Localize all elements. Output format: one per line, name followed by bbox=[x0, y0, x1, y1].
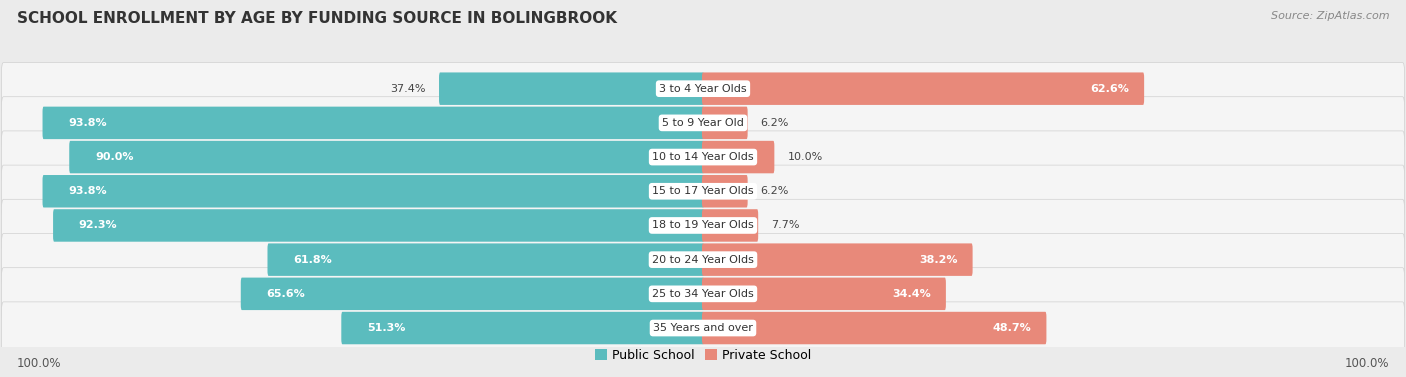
Text: 92.3%: 92.3% bbox=[79, 221, 117, 230]
Text: 7.7%: 7.7% bbox=[772, 221, 800, 230]
FancyBboxPatch shape bbox=[1, 97, 1405, 149]
FancyBboxPatch shape bbox=[702, 277, 946, 310]
Text: 18 to 19 Year Olds: 18 to 19 Year Olds bbox=[652, 221, 754, 230]
FancyBboxPatch shape bbox=[702, 141, 775, 173]
Text: 51.3%: 51.3% bbox=[367, 323, 405, 333]
Text: 15 to 17 Year Olds: 15 to 17 Year Olds bbox=[652, 186, 754, 196]
FancyBboxPatch shape bbox=[1, 131, 1405, 183]
FancyBboxPatch shape bbox=[1, 233, 1405, 286]
FancyBboxPatch shape bbox=[702, 209, 758, 242]
Text: SCHOOL ENROLLMENT BY AGE BY FUNDING SOURCE IN BOLINGBROOK: SCHOOL ENROLLMENT BY AGE BY FUNDING SOUR… bbox=[17, 11, 617, 26]
FancyBboxPatch shape bbox=[702, 312, 1046, 344]
FancyBboxPatch shape bbox=[439, 72, 704, 105]
Text: 100.0%: 100.0% bbox=[1344, 357, 1389, 370]
Text: 100.0%: 100.0% bbox=[17, 357, 62, 370]
FancyBboxPatch shape bbox=[1, 302, 1405, 354]
Text: 5 to 9 Year Old: 5 to 9 Year Old bbox=[662, 118, 744, 128]
FancyBboxPatch shape bbox=[702, 244, 973, 276]
Legend: Public School, Private School: Public School, Private School bbox=[589, 344, 817, 367]
Text: 90.0%: 90.0% bbox=[94, 152, 134, 162]
FancyBboxPatch shape bbox=[42, 175, 704, 207]
Text: 37.4%: 37.4% bbox=[391, 84, 426, 93]
FancyBboxPatch shape bbox=[1, 63, 1405, 115]
FancyBboxPatch shape bbox=[702, 72, 1144, 105]
FancyBboxPatch shape bbox=[1, 268, 1405, 320]
Text: 6.2%: 6.2% bbox=[761, 186, 789, 196]
FancyBboxPatch shape bbox=[342, 312, 704, 344]
Text: 65.6%: 65.6% bbox=[267, 289, 305, 299]
Text: 93.8%: 93.8% bbox=[69, 186, 107, 196]
Text: 35 Years and over: 35 Years and over bbox=[652, 323, 754, 333]
FancyBboxPatch shape bbox=[1, 199, 1405, 251]
Text: 48.7%: 48.7% bbox=[993, 323, 1032, 333]
Text: 25 to 34 Year Olds: 25 to 34 Year Olds bbox=[652, 289, 754, 299]
Text: 38.2%: 38.2% bbox=[920, 254, 957, 265]
FancyBboxPatch shape bbox=[1, 165, 1405, 218]
Text: 61.8%: 61.8% bbox=[294, 254, 332, 265]
Text: 10 to 14 Year Olds: 10 to 14 Year Olds bbox=[652, 152, 754, 162]
FancyBboxPatch shape bbox=[702, 175, 748, 207]
Text: 6.2%: 6.2% bbox=[761, 118, 789, 128]
Text: 93.8%: 93.8% bbox=[69, 118, 107, 128]
FancyBboxPatch shape bbox=[53, 209, 704, 242]
Text: 62.6%: 62.6% bbox=[1090, 84, 1129, 93]
Text: 20 to 24 Year Olds: 20 to 24 Year Olds bbox=[652, 254, 754, 265]
FancyBboxPatch shape bbox=[42, 107, 704, 139]
Text: 3 to 4 Year Olds: 3 to 4 Year Olds bbox=[659, 84, 747, 93]
FancyBboxPatch shape bbox=[69, 141, 704, 173]
FancyBboxPatch shape bbox=[702, 107, 748, 139]
FancyBboxPatch shape bbox=[240, 277, 704, 310]
FancyBboxPatch shape bbox=[267, 244, 704, 276]
Text: 10.0%: 10.0% bbox=[787, 152, 823, 162]
Text: 34.4%: 34.4% bbox=[891, 289, 931, 299]
Text: Source: ZipAtlas.com: Source: ZipAtlas.com bbox=[1271, 11, 1389, 21]
